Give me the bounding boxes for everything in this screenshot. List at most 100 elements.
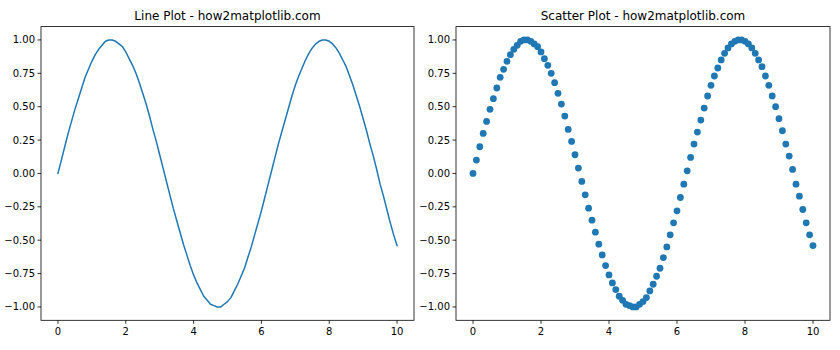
x-tick-label: 6 [674, 326, 680, 337]
x-tick-label: 6 [258, 326, 264, 337]
axes-frame [41, 27, 414, 321]
x-tick [609, 320, 610, 324]
point [762, 73, 769, 80]
point [592, 229, 599, 236]
point [765, 82, 772, 89]
point [551, 79, 558, 86]
point [755, 57, 762, 64]
plot-area [58, 40, 397, 307]
y-tick-label: 1.00 [428, 34, 450, 45]
x-tick [677, 320, 678, 324]
point [677, 194, 684, 201]
point [599, 251, 606, 258]
axes-frame [456, 27, 830, 321]
point [575, 165, 582, 172]
y-tick [453, 206, 457, 207]
x-tick [193, 320, 194, 324]
point [810, 242, 817, 249]
point [782, 141, 789, 148]
point [680, 181, 687, 188]
point [718, 57, 725, 64]
point [561, 113, 568, 120]
x-tick-label: 4 [190, 326, 196, 337]
x-tick-label: 10 [391, 326, 404, 337]
subplot: 0246810−1.00−0.75−0.50−0.250.000.250.500… [419, 9, 830, 338]
point [476, 143, 483, 150]
y-tick [38, 240, 42, 241]
point [602, 262, 609, 269]
x-tick-label: 2 [538, 326, 544, 337]
point [606, 272, 613, 279]
point [752, 50, 759, 57]
point [789, 166, 796, 173]
y-tick-label: 0.75 [428, 68, 450, 79]
x-tick [397, 320, 398, 324]
point [708, 82, 715, 89]
figure: 0246810−1.00−0.75−0.50−0.250.000.250.500… [0, 0, 840, 350]
point [480, 130, 487, 137]
point [470, 170, 477, 177]
y-tick-label: −1.00 [4, 301, 35, 312]
y-tick-label: 1.00 [13, 34, 35, 45]
point [490, 95, 497, 102]
point [585, 205, 592, 212]
point [657, 265, 664, 272]
point [500, 66, 507, 73]
point [772, 103, 779, 110]
point [714, 65, 721, 72]
point [493, 85, 500, 92]
y-tick-label: −0.50 [4, 235, 35, 246]
y-tick [453, 140, 457, 141]
point [650, 281, 657, 288]
point [704, 93, 711, 100]
point [609, 280, 616, 287]
point [483, 118, 490, 125]
y-tick [453, 173, 457, 174]
point [643, 294, 650, 301]
y-tick-label: −0.25 [4, 201, 35, 212]
x-tick [813, 320, 814, 324]
x-tick [125, 320, 126, 324]
point [660, 254, 667, 261]
point [497, 74, 504, 81]
point [568, 138, 575, 145]
x-tick [745, 320, 746, 324]
point [548, 70, 555, 77]
y-tick [38, 106, 42, 107]
y-tick-label: 0.50 [13, 101, 35, 112]
y-tick [38, 73, 42, 74]
y-tick [453, 73, 457, 74]
y-tick-label: −1.00 [419, 301, 450, 312]
y-tick [453, 306, 457, 307]
background [0, 0, 840, 350]
point [793, 181, 800, 188]
y-tick [38, 173, 42, 174]
point [589, 217, 596, 224]
point [473, 157, 480, 164]
y-tick-label: −0.25 [419, 201, 450, 212]
x-tick-label: 2 [123, 326, 129, 337]
point [694, 129, 701, 136]
chart-title: Line Plot - how2matplotlib.com [134, 9, 320, 23]
point [674, 207, 681, 214]
y-tick [38, 273, 42, 274]
point [779, 127, 786, 134]
y-tick [453, 240, 457, 241]
x-tick-label: 0 [55, 326, 61, 337]
point [582, 191, 589, 198]
point [786, 153, 793, 160]
point [612, 286, 619, 293]
point [697, 117, 704, 124]
point [595, 241, 602, 248]
plot-area [470, 37, 817, 311]
point [776, 115, 783, 122]
point [769, 93, 776, 100]
point [565, 126, 572, 133]
y-tick [453, 106, 457, 107]
x-tick-label: 10 [807, 326, 820, 337]
point [558, 101, 565, 108]
subplot: 0246810−1.00−0.75−0.50−0.250.000.250.500… [4, 9, 414, 338]
x-tick-label: 4 [606, 326, 612, 337]
point [670, 219, 677, 226]
y-tick-label: 0.00 [428, 168, 450, 179]
